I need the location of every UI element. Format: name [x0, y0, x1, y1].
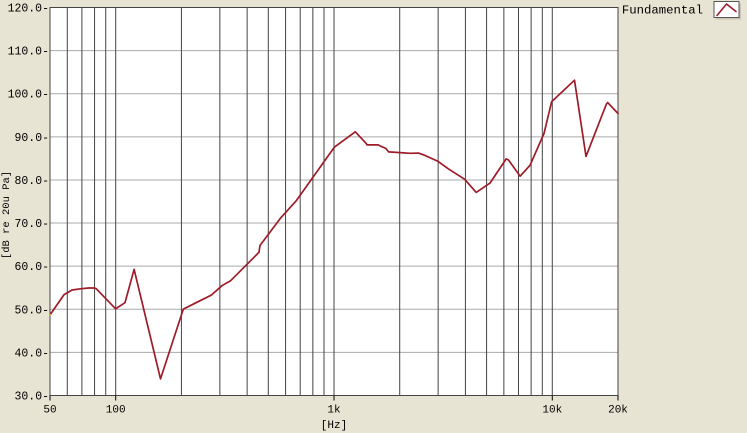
svg-text:120.0-: 120.0-	[8, 3, 49, 16]
svg-text:60.0-: 60.0-	[14, 261, 49, 274]
svg-text:[dB re 20u Pa]: [dB re 20u Pa]	[1, 171, 13, 259]
svg-text:40.0-: 40.0-	[14, 347, 49, 360]
svg-text:110.0-: 110.0-	[8, 46, 49, 59]
svg-text:100.0-: 100.0-	[8, 89, 49, 102]
svg-text:100: 100	[106, 405, 126, 417]
svg-text:1k: 1k	[327, 405, 341, 417]
svg-text:90.0-: 90.0-	[14, 132, 49, 145]
svg-text:[Hz]: [Hz]	[321, 420, 347, 432]
svg-text:Fundamental: Fundamental	[622, 4, 703, 18]
svg-text:70.0-: 70.0-	[14, 218, 49, 231]
svg-text:20k: 20k	[608, 405, 628, 417]
svg-text:30.0-: 30.0-	[14, 391, 49, 404]
svg-text:80.0-: 80.0-	[14, 175, 49, 188]
svg-text:50: 50	[43, 405, 56, 417]
svg-text:50.0-: 50.0-	[14, 304, 49, 317]
svg-text:10k: 10k	[542, 405, 562, 417]
